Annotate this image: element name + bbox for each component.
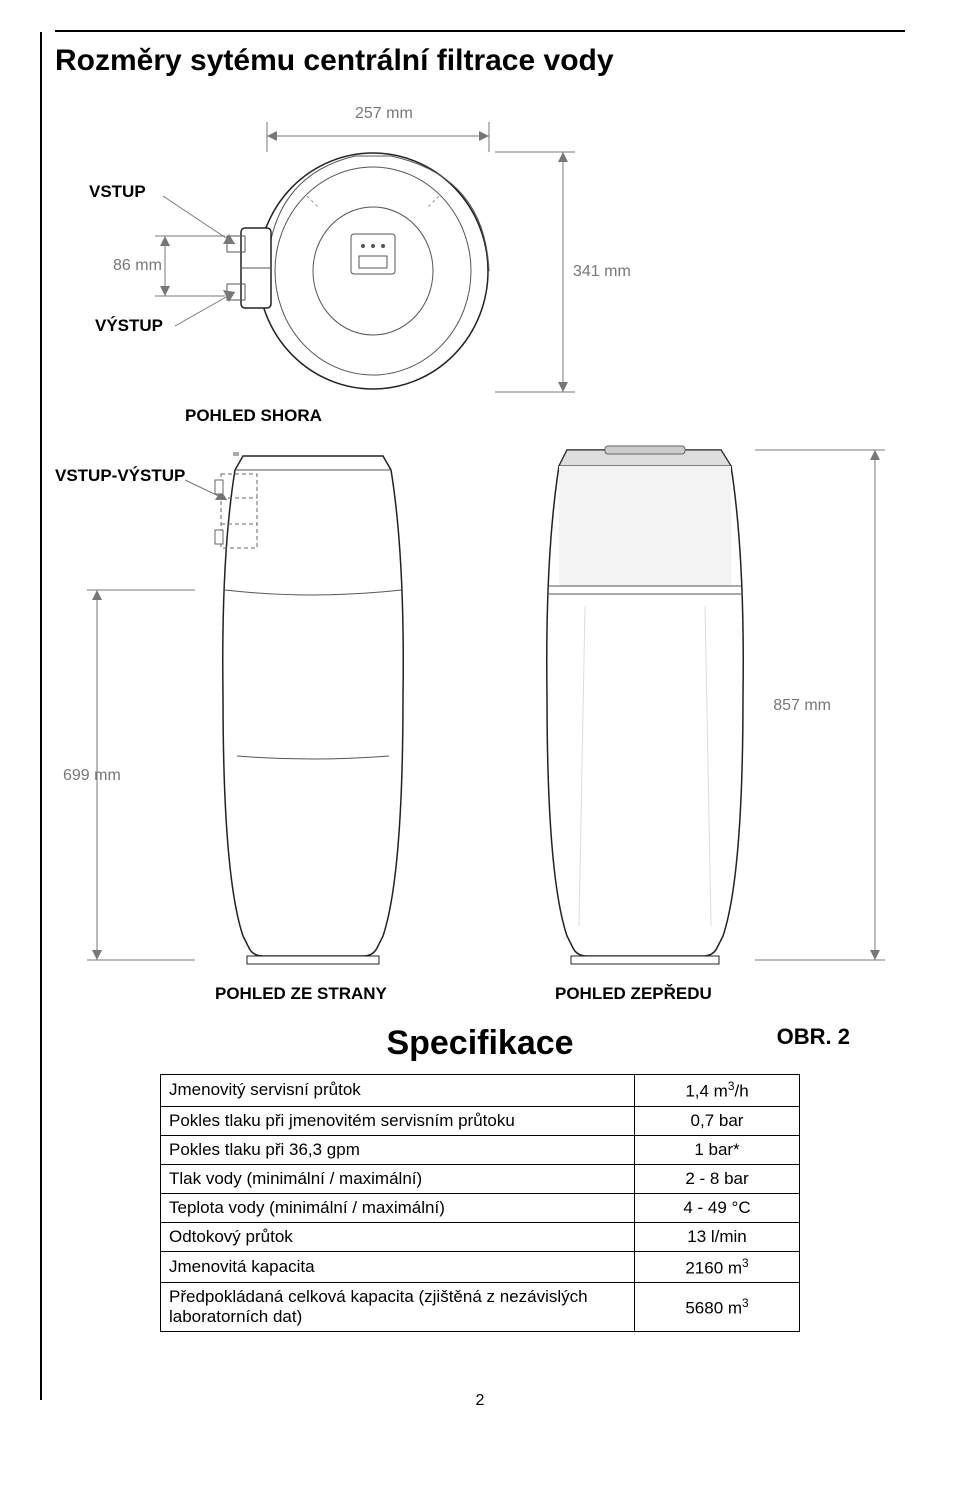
left-rule <box>40 32 42 1400</box>
top-view-svg: 257 mm 86 mm 341 mm <box>55 96 905 396</box>
front-side-diagram: VSTUP-VÝSTUP 699 mm 857 mm <box>55 436 905 1016</box>
spec-value: 13 l/min <box>635 1222 800 1251</box>
table-row: Pokles tlaku při 36,3 gpm1 bar* <box>161 1135 800 1164</box>
label-vystup: VÝSTUP <box>95 316 163 336</box>
figure-label: OBR. 2 <box>777 1024 850 1050</box>
page-number: 2 <box>55 1392 905 1410</box>
table-row: Jmenovitá kapacita2160 m3 <box>161 1251 800 1283</box>
label-vstup-vystup: VSTUP-VÝSTUP <box>55 466 185 486</box>
spec-value: 2160 m3 <box>635 1251 800 1283</box>
top-rule <box>55 30 905 32</box>
label-pohled-shora: POHLED SHORA <box>185 406 322 425</box>
page-title: Rozměry sytému centrální filtrace vody <box>55 44 905 78</box>
front-side-svg: 699 mm 857 mm <box>55 436 905 1006</box>
table-row: Teplota vody (minimální / maximální)4 - … <box>161 1193 800 1222</box>
spec-label: Předpokládaná celková kapacita (zjištěná… <box>161 1283 635 1332</box>
table-row: Jmenovitý servisní průtok1,4 m3/h <box>161 1075 800 1107</box>
table-row: Předpokládaná celková kapacita (zjištěná… <box>161 1283 800 1332</box>
dim-top-height: 341 mm <box>573 263 631 280</box>
label-vstup: VSTUP <box>89 182 146 202</box>
spec-table: Jmenovitý servisní průtok1,4 m3/hPokles … <box>160 1074 800 1332</box>
label-pohled-zepredu: POHLED ZEPŘEDU <box>555 984 712 1004</box>
top-view-diagram: 257 mm 86 mm 341 mm <box>55 96 905 396</box>
dim-front-height: 857 mm <box>773 697 831 714</box>
dim-top-width: 257 mm <box>355 105 413 122</box>
spec-label: Jmenovitý servisní průtok <box>161 1075 635 1107</box>
spec-value: 1 bar* <box>635 1135 800 1164</box>
label-pohled-ze-strany: POHLED ZE STRANY <box>215 984 387 1004</box>
spec-label: Tlak vody (minimální / maximální) <box>161 1164 635 1193</box>
spec-label: Teplota vody (minimální / maximální) <box>161 1193 635 1222</box>
dim-inlet-offset: 86 mm <box>113 257 162 274</box>
spec-value: 4 - 49 °C <box>635 1193 800 1222</box>
spec-value: 0,7 bar <box>635 1106 800 1135</box>
spec-value: 1,4 m3/h <box>635 1075 800 1107</box>
spec-label: Jmenovitá kapacita <box>161 1251 635 1283</box>
spec-label: Pokles tlaku při 36,3 gpm <box>161 1135 635 1164</box>
spec-value: 2 - 8 bar <box>635 1164 800 1193</box>
table-row: Tlak vody (minimální / maximální)2 - 8 b… <box>161 1164 800 1193</box>
table-row: Odtokový průtok13 l/min <box>161 1222 800 1251</box>
spec-label: Pokles tlaku při jmenovitém servisním pr… <box>161 1106 635 1135</box>
dim-side-height: 699 mm <box>63 767 121 784</box>
spec-value: 5680 m3 <box>635 1283 800 1332</box>
table-row: Pokles tlaku při jmenovitém servisním pr… <box>161 1106 800 1135</box>
spec-label: Odtokový průtok <box>161 1222 635 1251</box>
